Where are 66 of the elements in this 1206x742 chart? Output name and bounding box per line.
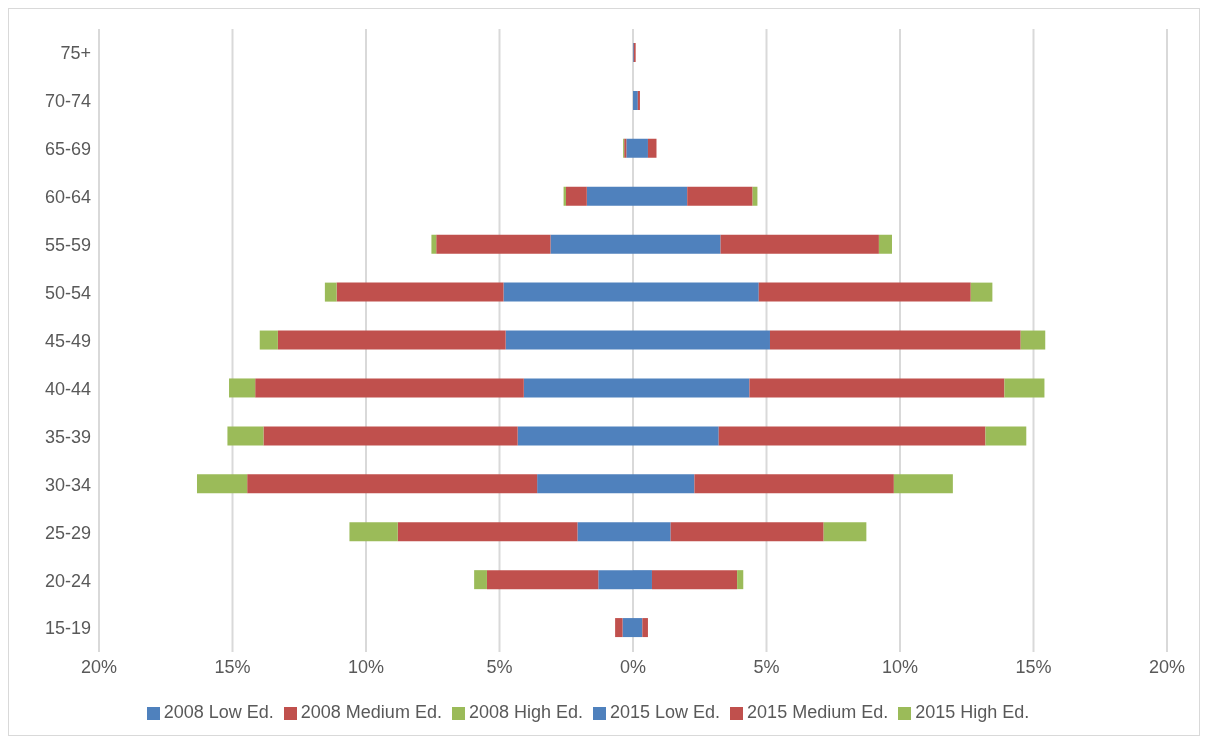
bar bbox=[651, 570, 738, 590]
bar bbox=[737, 570, 744, 590]
bar bbox=[436, 234, 551, 254]
x-tick-label: 5% bbox=[486, 656, 513, 677]
legend-label: 2015 High Ed. bbox=[915, 702, 1030, 722]
bar bbox=[565, 186, 587, 206]
y-tick-label: 20-24 bbox=[44, 570, 91, 591]
bar bbox=[758, 282, 971, 302]
bar bbox=[718, 426, 986, 446]
bar bbox=[823, 522, 867, 542]
bar bbox=[263, 426, 518, 446]
bar bbox=[397, 522, 578, 542]
bar bbox=[749, 378, 1005, 398]
bar bbox=[336, 282, 504, 302]
x-tick-label: 5% bbox=[753, 656, 780, 677]
y-tick-label: 35-39 bbox=[44, 426, 91, 447]
bar bbox=[277, 330, 506, 350]
x-tick-label: 10% bbox=[881, 656, 919, 677]
legend-label: 2015 Medium Ed. bbox=[747, 702, 889, 722]
bar bbox=[324, 282, 337, 302]
bar bbox=[1004, 378, 1045, 398]
bar bbox=[255, 378, 524, 398]
legend-label: 2008 High Ed. bbox=[468, 702, 583, 722]
bar bbox=[769, 330, 1021, 350]
bar bbox=[985, 426, 1027, 446]
y-tick-label: 40-44 bbox=[44, 378, 91, 399]
x-tick-label: 10% bbox=[347, 656, 385, 677]
bar bbox=[229, 378, 256, 398]
bar bbox=[878, 234, 892, 254]
y-tick-label: 50-54 bbox=[44, 282, 91, 303]
legend-label: 2015 Low Ed. bbox=[610, 702, 721, 722]
bar bbox=[642, 618, 648, 638]
x-tick-label: 15% bbox=[1015, 656, 1052, 677]
legend-label: 2008 Low Ed. bbox=[163, 702, 274, 722]
bar bbox=[687, 186, 753, 206]
bar bbox=[259, 330, 278, 350]
y-tick-label: 55-59 bbox=[44, 235, 91, 256]
y-tick-label: 75+ bbox=[60, 43, 91, 64]
bar bbox=[893, 474, 953, 494]
bar bbox=[694, 474, 894, 494]
bar bbox=[970, 282, 993, 302]
bar bbox=[1020, 330, 1046, 350]
bar bbox=[633, 90, 638, 110]
y-tick-label: 70-74 bbox=[44, 91, 91, 112]
y-tick-label: 15-19 bbox=[44, 618, 91, 639]
bar bbox=[227, 426, 264, 446]
bar bbox=[670, 522, 824, 542]
legend-label: 2008 Medium Ed. bbox=[300, 702, 442, 722]
y-tick-label: 65-69 bbox=[44, 139, 91, 160]
bar bbox=[720, 234, 879, 254]
bar bbox=[196, 474, 248, 494]
bar bbox=[247, 474, 538, 494]
bar bbox=[349, 522, 398, 542]
bar bbox=[647, 138, 657, 158]
x-tick-label: 20% bbox=[1148, 656, 1186, 677]
bar bbox=[431, 234, 437, 254]
y-tick-label: 60-64 bbox=[44, 187, 91, 208]
bar bbox=[615, 618, 623, 638]
y-tick-label: 30-34 bbox=[44, 474, 91, 495]
y-tick-label: 25-29 bbox=[44, 522, 91, 543]
x-tick-label: 15% bbox=[214, 656, 251, 677]
bar bbox=[474, 570, 487, 590]
bar bbox=[486, 570, 599, 590]
y-tick-label: 45-49 bbox=[44, 330, 91, 351]
x-tick-label: 0% bbox=[619, 656, 647, 677]
x-tick-label: 20% bbox=[80, 656, 118, 677]
